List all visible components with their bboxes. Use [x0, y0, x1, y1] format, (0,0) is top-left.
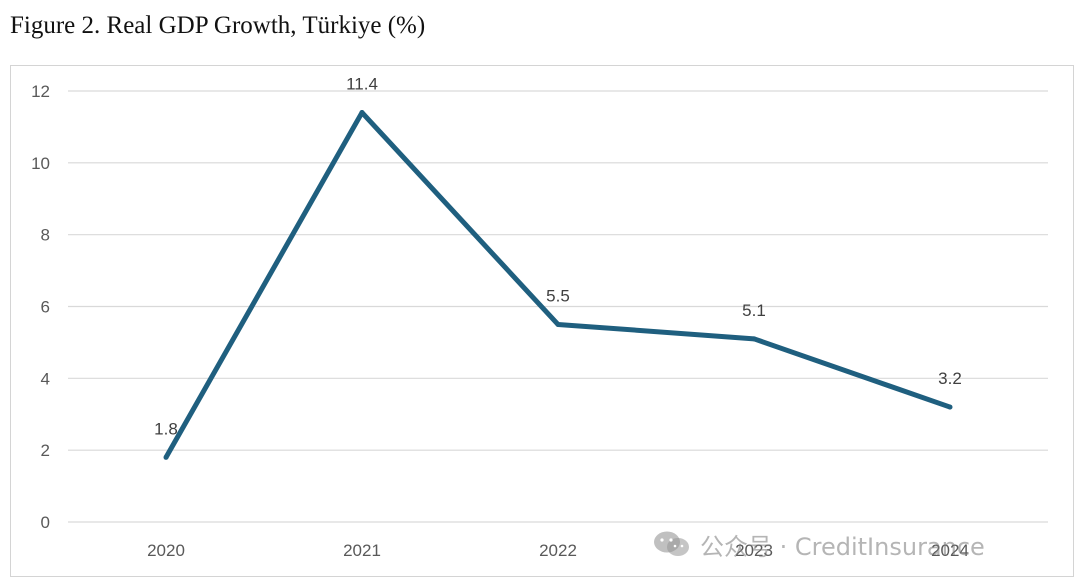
data-point-2021	[359, 110, 365, 116]
y-tick-label: 8	[41, 226, 50, 245]
data-label-2023: 5.1	[742, 301, 766, 320]
figure-title: Figure 2. Real GDP Growth, Türkiye (%)	[10, 12, 426, 39]
watermark-text: 公众号 · CreditInsurance	[700, 532, 985, 561]
data-label-2024: 3.2	[938, 369, 962, 388]
x-tick-label: 2020	[147, 541, 185, 560]
y-tick-label: 4	[41, 369, 50, 388]
x-tick-label: 2024	[931, 541, 969, 560]
wechat-icon	[654, 531, 689, 556]
data-point-2023	[751, 336, 757, 342]
data-point-2022	[555, 321, 561, 327]
y-tick-label: 10	[31, 154, 50, 173]
y-tick-label: 6	[41, 298, 50, 317]
series-line	[163, 110, 951, 459]
x-tick-label: 2022	[539, 541, 577, 560]
y-tick-label: 2	[41, 441, 50, 460]
data-label-2021: 11.4	[346, 75, 378, 94]
line-chart: 0 2 4 6 8 10 12 2020 2021 2022 2023 2024 1.8 11.4 5.5 5…	[31, 75, 1048, 560]
y-tick-label: 0	[41, 513, 50, 532]
data-label-2020: 1.8	[154, 419, 178, 438]
data-label-2022: 5.5	[546, 286, 570, 305]
data-point-2020	[163, 454, 169, 460]
y-tick-label: 12	[31, 82, 50, 101]
x-tick-label: 2023	[735, 541, 773, 560]
x-tick-label: 2021	[343, 541, 381, 560]
chart-frame: 0 2 4 6 8 10 12 2020 2021 2022 2023 2024 1.8 11.4 5.5 5…	[10, 65, 1074, 577]
data-point-2024	[947, 404, 953, 410]
watermark: 公众号 · CreditInsurance	[652, 526, 985, 562]
